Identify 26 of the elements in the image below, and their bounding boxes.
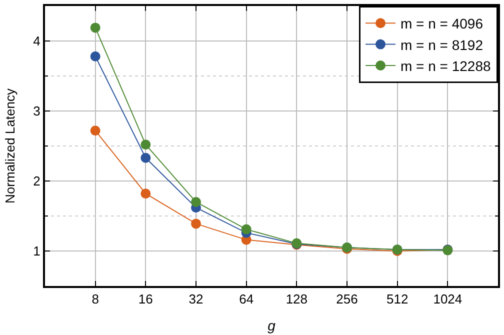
- legend-label: m = n = 4096: [400, 16, 484, 32]
- y-axis-title: Normalized Latency: [2, 88, 18, 204]
- x-tick-label: 32: [188, 292, 204, 307]
- point: [90, 51, 100, 62]
- legend-label: m = n = 8192: [400, 36, 484, 53]
- point: [90, 22, 100, 33]
- point: [191, 197, 201, 207]
- x-tick-label: 256: [336, 292, 358, 307]
- x-tick-label: 16: [138, 292, 153, 307]
- point: [241, 224, 252, 234]
- x-tick-label: 128: [286, 292, 308, 307]
- point: [140, 152, 151, 163]
- y-tick-label: 1: [33, 244, 40, 259]
- legend-label: m = n = 12288: [400, 58, 492, 74]
- x-tick-label: 1024: [433, 292, 462, 307]
- point: [191, 218, 201, 229]
- point: [90, 126, 100, 136]
- y-tick-label: 4: [33, 34, 40, 49]
- point: [140, 140, 151, 150]
- x-tick-label: 64: [239, 292, 254, 307]
- y-tick-label: 3: [33, 104, 40, 119]
- y-tick-label: 2: [33, 174, 40, 189]
- point: [140, 188, 151, 199]
- x-tick-label: 512: [386, 292, 408, 307]
- x-tick-label: 8: [92, 292, 99, 307]
- x-axis-title: g: [268, 317, 276, 334]
